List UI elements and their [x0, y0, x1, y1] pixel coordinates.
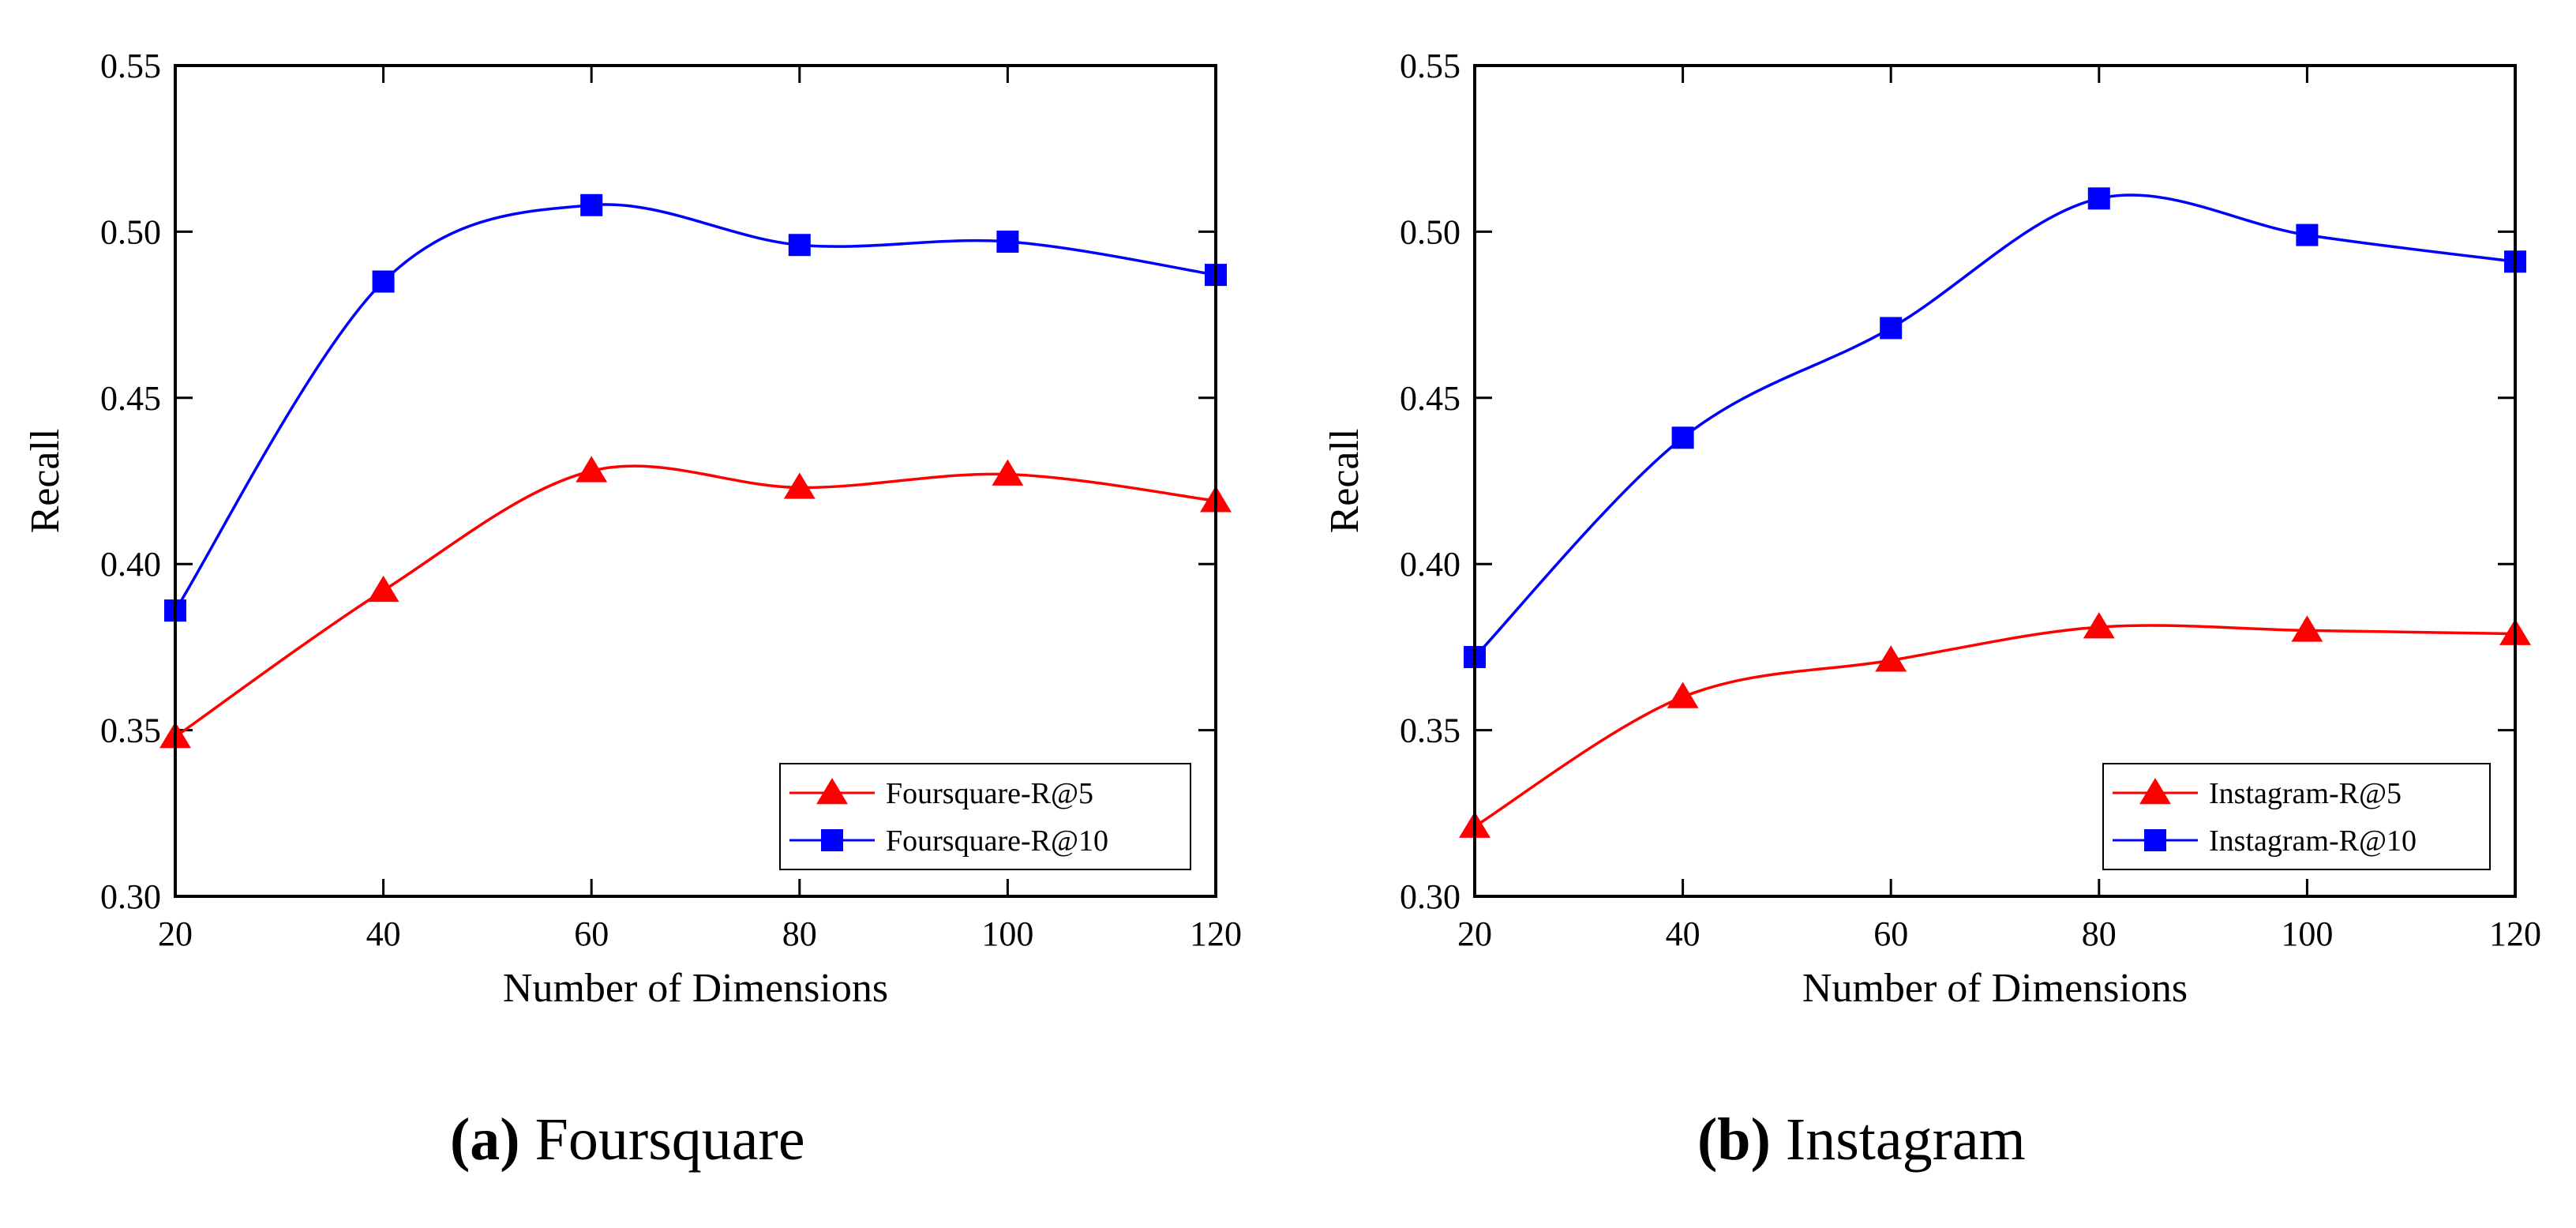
y-tick-label: 0.35	[100, 712, 161, 750]
data-point-instagram-r-5	[2291, 615, 2323, 642]
data-point-foursquare-r-5	[992, 459, 1024, 486]
x-tick-label: 60	[1873, 914, 1908, 953]
data-point-foursquare-r-5	[783, 472, 816, 499]
x-tick-label: 40	[1666, 914, 1700, 953]
legend-marker	[816, 778, 848, 805]
legend-box	[2102, 763, 2491, 870]
data-point-foursquare-r-5	[367, 575, 399, 603]
data-point-instagram-r-5	[1875, 645, 1907, 672]
y-tick-label: 0.35	[1400, 712, 1460, 750]
series-line-instagram-r-10	[1473, 193, 2516, 659]
caption-a-letter: (a)	[450, 1106, 520, 1173]
legend-marker	[2144, 829, 2166, 851]
panel-b-chart: 0.30 0.35 0.40 0.45 0.50 0.55 20 40 60 80 100 120 Nu…	[1322, 47, 2541, 1011]
data-point-instagram-r-5	[1667, 682, 1699, 708]
legend-box	[779, 763, 1191, 870]
x-tick-label: 60	[574, 914, 609, 953]
data-point-instagram-r-10	[1880, 317, 1903, 340]
legend: Foursquare-R@5 Foursquare-R@10	[779, 763, 1191, 870]
y-tick-label: 0.40	[100, 545, 161, 584]
caption-b: (b) Instagram	[1697, 1106, 2026, 1177]
caption-b-letter: (b)	[1697, 1106, 1771, 1173]
y-axis-title: Recall	[23, 429, 68, 534]
data-point-foursquare-r-10	[996, 231, 1019, 253]
x-tick-label: 40	[366, 914, 401, 953]
legend-label: Foursquare-R@10	[886, 824, 1108, 858]
y-axis-title: Recall	[1322, 429, 1367, 534]
y-tick-label: 0.50	[1400, 212, 1460, 251]
x-axis-title: Number of Dimensions	[503, 966, 888, 1011]
x-tick-label: 80	[2082, 914, 2117, 953]
data-point-foursquare-r-10	[788, 234, 811, 257]
data-point-foursquare-r-10	[580, 193, 603, 216]
legend-label: Foursquare-R@5	[886, 777, 1093, 810]
data-point-foursquare-r-10	[372, 270, 395, 293]
series-line-instagram-r-5	[1474, 624, 2516, 828]
legend: Instagram-R@5 Instagram-R@10	[2102, 763, 2491, 870]
x-tick-label: 20	[158, 914, 193, 953]
data-point-instagram-r-10	[2296, 223, 2319, 246]
y-tick-label: 0.30	[100, 877, 161, 916]
x-tick-label: 120	[1190, 914, 1242, 953]
x-tick-label: 100	[2281, 914, 2333, 953]
series-line-foursquare-r-10	[174, 203, 1217, 612]
data-point-foursquare-r-5	[576, 456, 608, 483]
x-tick-label: 80	[782, 914, 817, 953]
y-tick-label: 0.55	[100, 47, 161, 85]
legend-marker	[821, 829, 843, 851]
data-point-instagram-r-5	[2083, 612, 2115, 639]
plot-frame	[174, 64, 1217, 898]
y-tick-label: 0.45	[100, 379, 161, 418]
panel-a-chart: 0.30 0.35 0.40 0.45 0.50 0.55 20 40 60 80 100 120 Nu…	[23, 47, 1242, 1011]
x-tick-label: 20	[1457, 914, 1492, 953]
x-tick-label: 120	[2489, 914, 2541, 953]
legend-label: Instagram-R@5	[2209, 777, 2402, 810]
y-tick-label: 0.30	[1400, 877, 1460, 916]
y-tick-label: 0.45	[1400, 379, 1460, 418]
caption-b-text: Instagram	[1770, 1106, 2026, 1173]
x-axis-title: Number of Dimensions	[1802, 966, 2188, 1011]
plot-frame	[1473, 64, 2517, 898]
caption-a: (a) Foursquare	[450, 1106, 805, 1177]
legend-label: Instagram-R@10	[2209, 824, 2417, 858]
caption-a-text: Foursquare	[519, 1106, 805, 1173]
data-point-instagram-r-10	[1671, 426, 1694, 449]
y-tick-label: 0.55	[1400, 47, 1460, 85]
x-tick-label: 100	[981, 914, 1033, 953]
legend-marker	[2139, 778, 2171, 805]
y-tick-label: 0.50	[100, 212, 161, 251]
data-point-instagram-r-10	[2087, 187, 2110, 210]
y-tick-label: 0.40	[1400, 545, 1460, 584]
series-line-foursquare-r-5	[174, 464, 1217, 738]
